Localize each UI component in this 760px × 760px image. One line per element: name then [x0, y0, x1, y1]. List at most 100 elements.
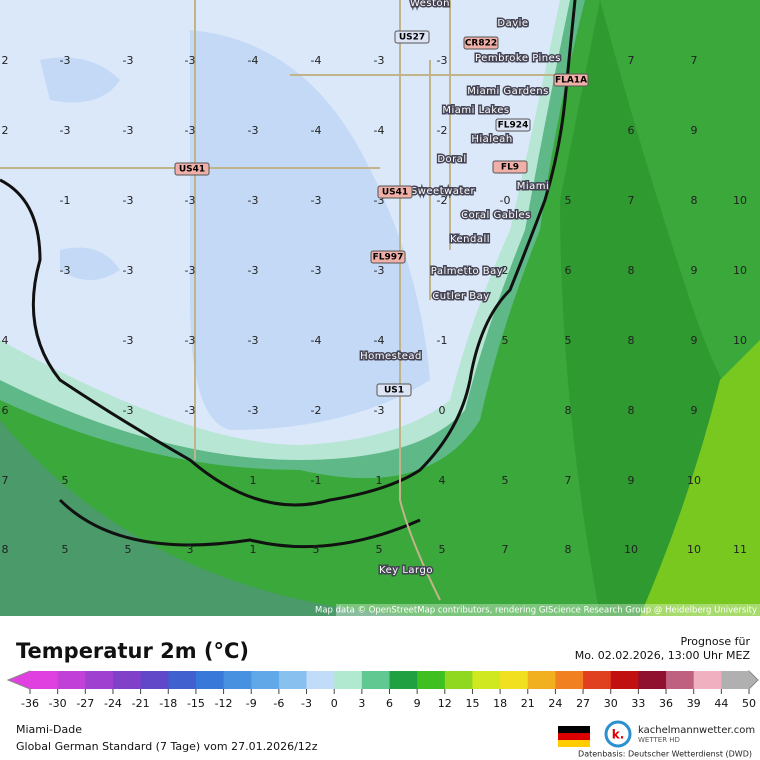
- grid-value: 9: [628, 474, 635, 487]
- map: 2 -3 -3 -3 -4 -4 -3 -3 7 7 2 -3 -3 -3 -3 -4 -4 -2 6 9 -1 -3 -3…: [0, 0, 760, 616]
- grid-value: 5: [565, 334, 572, 347]
- colorbar-segment: [472, 671, 501, 689]
- grid-value: -3: [248, 124, 259, 137]
- colorbar-segment: [555, 671, 584, 689]
- grid-value: -4: [311, 124, 322, 137]
- grid-value: -3: [123, 264, 134, 277]
- grid-value: -3: [123, 334, 134, 347]
- grid-value: 8: [628, 404, 635, 417]
- colorbar-label: 18: [493, 697, 507, 710]
- road-label: US27: [399, 33, 425, 43]
- grid-value: 11: [733, 543, 747, 556]
- colorbar-segment: [168, 671, 197, 689]
- grid-value: 5: [376, 543, 383, 556]
- grid-value: -0: [500, 194, 511, 207]
- grid-value: 5: [125, 543, 132, 556]
- flag: [558, 740, 590, 747]
- grid-value: 8: [2, 543, 9, 556]
- grid-value: 5: [313, 543, 320, 556]
- colorbar-label: 39: [687, 697, 701, 710]
- colorbar-label: -24: [104, 697, 122, 710]
- attribution-bg: [336, 604, 760, 616]
- road-label: FLA1A: [555, 76, 587, 86]
- colorbar-label: 15: [465, 697, 479, 710]
- grid-value: 2: [502, 264, 509, 277]
- colorbar-label: 50: [742, 697, 756, 710]
- colorbar-segment: [195, 671, 225, 689]
- road-shield: [376, 383, 412, 397]
- colorbar-segment: [417, 671, 446, 689]
- grid-value: -2: [311, 404, 322, 417]
- coastline: [58, 498, 421, 549]
- grid-value: -3: [123, 54, 134, 67]
- grid-value: -3: [248, 404, 259, 417]
- colorbar-label: -6: [273, 697, 284, 710]
- grid-value: 8: [628, 264, 635, 277]
- colorbar-segment: [334, 671, 363, 689]
- colorbar-label: 3: [358, 697, 365, 710]
- grid-value: 0: [439, 404, 446, 417]
- place-label: Cutler Bay: [432, 291, 489, 302]
- grid-value: -4: [248, 54, 259, 67]
- grid-value: -3: [60, 264, 71, 277]
- colorbar-segment: [666, 671, 695, 689]
- colorbar-segment: [361, 671, 390, 689]
- colorbar-end: [6, 670, 31, 690]
- place-label: Sweetwater: [411, 186, 476, 197]
- grid-value: -3: [374, 404, 385, 417]
- place-label: Doral: [437, 154, 466, 165]
- grid-value: -3: [311, 264, 322, 277]
- road-label: CR822: [465, 39, 497, 49]
- grid-value: 6: [565, 264, 572, 277]
- colorbar-label: 12: [438, 697, 452, 710]
- grid-value: 10: [687, 543, 701, 556]
- grid-value: -4: [374, 124, 385, 137]
- forecast-label: Prognose für: [681, 635, 751, 648]
- colorbar-segment: [30, 671, 59, 689]
- colorbar-label: -9: [246, 697, 257, 710]
- logo-k: k.: [612, 728, 625, 742]
- colorbar-segment: [444, 671, 473, 689]
- place-label: Miami Gardens: [467, 86, 549, 97]
- place-label: Miami: [517, 181, 550, 192]
- grid-value: -3: [374, 264, 385, 277]
- grid-value: 7: [628, 194, 635, 207]
- grid-value: 10: [733, 334, 747, 347]
- grid-value: -3: [374, 194, 385, 207]
- colorbar-label: 9: [414, 697, 421, 710]
- grid-value: 8: [691, 194, 698, 207]
- road-label: US41: [179, 165, 205, 175]
- colorbar-segment: [500, 671, 529, 689]
- grid-value: -2: [437, 124, 448, 137]
- road-shield: [370, 250, 406, 264]
- grid-value: -1: [311, 474, 322, 487]
- colorbar-segment: [306, 671, 335, 689]
- colorbar-segment: [251, 671, 280, 689]
- place-label: Pembroke Pines: [475, 53, 561, 64]
- road-label: US41: [382, 188, 408, 198]
- grid-value: 9: [691, 264, 698, 277]
- place-label: Homestead: [360, 351, 422, 362]
- colorbar-label: -30: [49, 697, 67, 710]
- grid-value: -3: [248, 264, 259, 277]
- road-shield: [492, 160, 528, 174]
- road-shield: [394, 30, 430, 44]
- road-shield: [377, 185, 413, 199]
- colorbar-segment: [140, 671, 169, 689]
- brand-sub: WETTER HD: [638, 736, 680, 744]
- grid-value: 10: [733, 264, 747, 277]
- grid-value: 5: [565, 194, 572, 207]
- colorbar-label: -12: [215, 697, 233, 710]
- grid-value: -3: [123, 124, 134, 137]
- grid-value: 2: [2, 54, 9, 67]
- cold-zone: [40, 57, 120, 280]
- place-label: Hialeah: [471, 134, 512, 145]
- road-shield: [553, 73, 589, 87]
- brand: kachelmannwetter.com: [638, 725, 755, 736]
- region: Miami-Dade: [16, 723, 82, 736]
- grid-value: -3: [185, 334, 196, 347]
- colorbar-label: -27: [76, 697, 94, 710]
- grid-value: -3: [185, 124, 196, 137]
- colorbar-label: -3: [301, 697, 312, 710]
- colorbar-segment: [389, 671, 418, 689]
